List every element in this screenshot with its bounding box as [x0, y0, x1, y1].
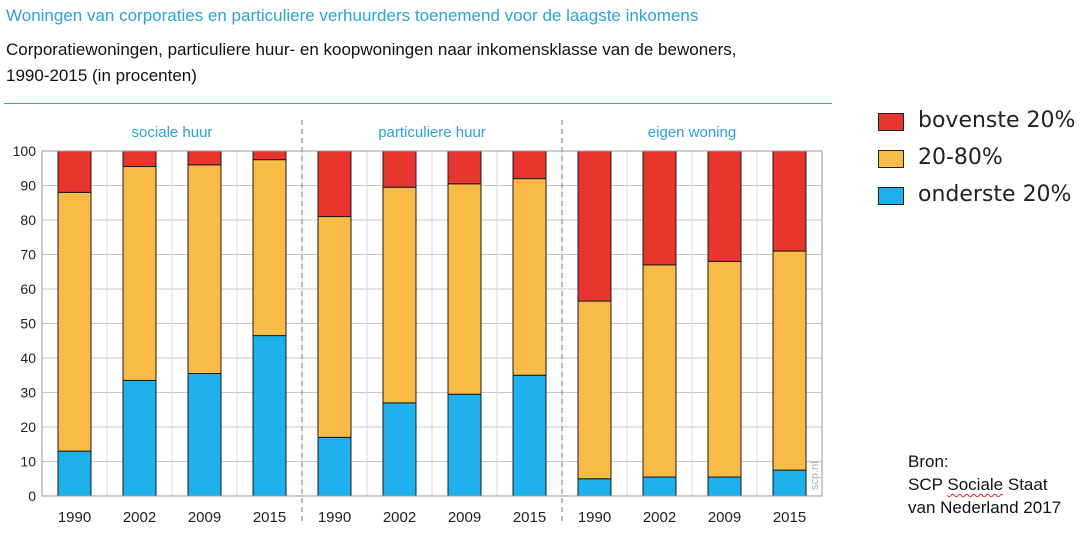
- plot-frame: [41, 150, 823, 497]
- y-tick-label-70: 70: [20, 247, 36, 263]
- source-note: Bron: SCP Sociale Staat van Nederland 20…: [908, 450, 1061, 519]
- source-line-1: Bron:: [908, 452, 949, 471]
- bar-segment-2-5: [382, 150, 417, 188]
- bar-segment-0-11: [772, 469, 807, 497]
- x-tick-label-3: 2015: [253, 509, 286, 526]
- bar-segment-1-4: [317, 216, 352, 438]
- bar-segment-1-2: [187, 164, 222, 375]
- source-line-2c: Staat: [1003, 475, 1048, 494]
- legend-label-midden: 20-80%: [918, 145, 1003, 170]
- bar-segment-1-10: [707, 260, 742, 478]
- legend-label-onderste: onderste 20%: [918, 182, 1072, 207]
- bar-segment-1-3: [252, 159, 287, 337]
- group-label-2: eigen woning: [648, 124, 736, 141]
- x-tick-label-6: 2009: [448, 509, 481, 526]
- bar-segment-1-5: [382, 186, 417, 404]
- legend-swatch-onderste: [878, 187, 904, 205]
- bar-segment-2-2: [187, 150, 222, 166]
- bar-segment-0-2: [187, 373, 222, 497]
- chart-title: Woningen van corporaties en particuliere…: [6, 6, 699, 25]
- bar-segment-0-7: [512, 374, 547, 497]
- bar-segment-0-1: [122, 379, 157, 497]
- bar-segment-2-8: [577, 150, 612, 302]
- y-tick-label-30: 30: [20, 385, 36, 401]
- bar-segment-1-8: [577, 300, 612, 480]
- group-label-1: particuliere huur: [378, 124, 486, 141]
- legend-label-bovenste: bovenste 20%: [918, 108, 1076, 133]
- x-tick-label-5: 2002: [383, 509, 416, 526]
- bar-segment-2-4: [317, 150, 352, 218]
- source-line-2b: Sociale: [947, 475, 1004, 494]
- bar-segment-2-6: [447, 150, 482, 185]
- y-tick-label-50: 50: [20, 316, 36, 332]
- x-tick-label-1: 2002: [123, 509, 156, 526]
- y-tick-label-100: 100: [13, 143, 37, 159]
- y-tick-label-40: 40: [20, 350, 36, 366]
- bar-segment-1-0: [57, 191, 92, 452]
- y-tick-label-20: 20: [20, 419, 36, 435]
- bar-segment-1-1: [122, 166, 157, 381]
- bar-segment-0-5: [382, 402, 417, 497]
- bar-segment-2-9: [642, 150, 677, 266]
- title-divider: [4, 103, 832, 104]
- bar-segment-2-1: [122, 150, 157, 168]
- bar-segment-0-8: [577, 478, 612, 497]
- group-label-0: sociale huur: [132, 124, 213, 141]
- bar-segment-2-0: [57, 150, 92, 193]
- y-tick-label-10: 10: [20, 454, 36, 470]
- source-line-2a: SCP: [908, 475, 948, 494]
- chart-subtitle: Corporatiewoningen, particuliere huur- e…: [6, 37, 806, 89]
- bar-segment-0-4: [317, 436, 352, 497]
- stacked-bar-chart: 0 10 20 30 40 50 60 70 80 90 100 sociale huur partic…: [13, 120, 823, 526]
- bar-segment-2-10: [707, 150, 742, 262]
- x-tick-label-7: 2015: [513, 509, 546, 526]
- bar-segment-0-6: [447, 393, 482, 497]
- x-tick-label-0: 1990: [58, 509, 91, 526]
- bar-segment-1-6: [447, 183, 482, 395]
- legend-swatch-midden: [878, 150, 904, 168]
- subtitle-line-1: Corporatiewoningen, particuliere huur- e…: [6, 40, 737, 59]
- bar-segment-2-3: [252, 150, 287, 161]
- x-tick-label-2: 2009: [188, 509, 221, 526]
- y-tick-label-90: 90: [20, 178, 36, 194]
- bar-segment-0-0: [57, 450, 92, 497]
- bar-segment-0-9: [642, 476, 677, 497]
- x-tick-label-9: 2002: [643, 509, 676, 526]
- watermark: scp.nl: [809, 461, 821, 490]
- y-tick-label-80: 80: [20, 212, 36, 228]
- legend-swatch-bovenste: [878, 113, 904, 131]
- x-tick-label-11: 2015: [773, 509, 806, 526]
- bar-segment-0-10: [707, 476, 742, 497]
- source-line-2: SCP Sociale Staat: [908, 473, 1061, 496]
- bar-segment-1-11: [772, 250, 807, 471]
- x-tick-label-4: 1990: [318, 509, 351, 526]
- x-tick-label-8: 1990: [578, 509, 611, 526]
- bar-segment-1-7: [512, 178, 547, 376]
- y-tick-label-0: 0: [28, 488, 36, 504]
- bar-segment-2-7: [512, 150, 547, 180]
- bar-segment-1-9: [642, 264, 677, 478]
- y-tick-label-60: 60: [20, 281, 36, 297]
- x-tick-label-10: 2009: [708, 509, 741, 526]
- subtitle-line-2: 1990-2015 (in procenten): [6, 66, 197, 85]
- source-line-3: van Nederland 2017: [908, 498, 1062, 517]
- bar-segment-2-11: [772, 150, 807, 252]
- bar-segment-0-3: [252, 335, 287, 497]
